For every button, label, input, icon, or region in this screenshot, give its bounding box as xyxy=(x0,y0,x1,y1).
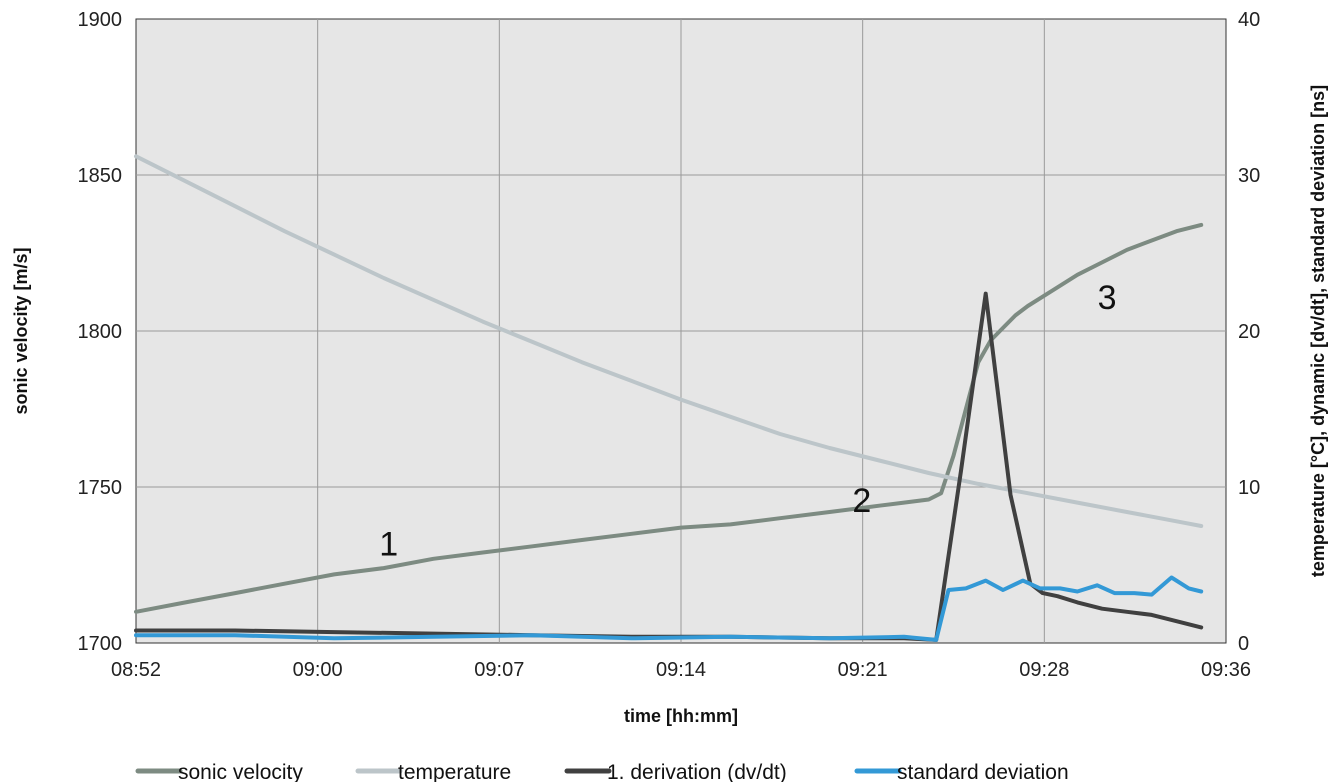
x-tick-label: 09:14 xyxy=(656,659,706,681)
y-tick-label: 1900 xyxy=(78,9,123,31)
y-tick-label: 1700 xyxy=(78,633,123,655)
grid xyxy=(136,19,1226,643)
x-tick-label: 09:21 xyxy=(838,659,888,681)
x-tick-label: 09:36 xyxy=(1201,659,1251,681)
annotation-label: 1 xyxy=(379,526,398,564)
x-axis-title: time [hh:mm] xyxy=(624,706,738,726)
x-tick-label: 09:00 xyxy=(293,659,343,681)
y-tick-label: 1750 xyxy=(78,477,123,499)
y2-tick-label: 20 xyxy=(1238,321,1260,343)
y-axis-title: sonic velocity [m/s] xyxy=(11,247,31,414)
y2-tick-label: 10 xyxy=(1238,477,1260,499)
annotations: 1 2 3 xyxy=(379,279,1116,563)
series-line-temperature xyxy=(134,154,1204,528)
y2-tick-label: 0 xyxy=(1238,633,1249,655)
y-tick-label: 1800 xyxy=(78,321,123,343)
y2-tick-label: 40 xyxy=(1238,9,1260,31)
y2-tick-label: 30 xyxy=(1238,165,1260,187)
series-line-sonic-velocity xyxy=(134,222,1204,614)
legend-label: 1. derivation (dv/dt) xyxy=(607,761,787,782)
ticks: 08:52 09:00 09:07 09:14 09:21 09:28 09:36 1700 1… xyxy=(78,9,1261,681)
y-tick-label: 1850 xyxy=(78,165,123,187)
series-lines xyxy=(134,154,1204,642)
x-tick-label: 08:52 xyxy=(111,659,161,681)
x-tick-label: 09:07 xyxy=(474,659,524,681)
x-tick-label: 09:28 xyxy=(1019,659,1069,681)
legend-label: temperature xyxy=(398,761,511,782)
legend: sonic velocity temperature 1. derivation (… xyxy=(135,761,1069,782)
annotation-label: 2 xyxy=(852,482,871,520)
legend-label: standard deviation xyxy=(897,761,1069,782)
series-line-standard-deviation xyxy=(134,575,1204,642)
annotation-label: 3 xyxy=(1098,279,1117,317)
legend-label: sonic velocity xyxy=(178,761,303,782)
y2-axis-title: temperature [°C], dynamic [dv/dt], stand… xyxy=(1308,85,1328,577)
